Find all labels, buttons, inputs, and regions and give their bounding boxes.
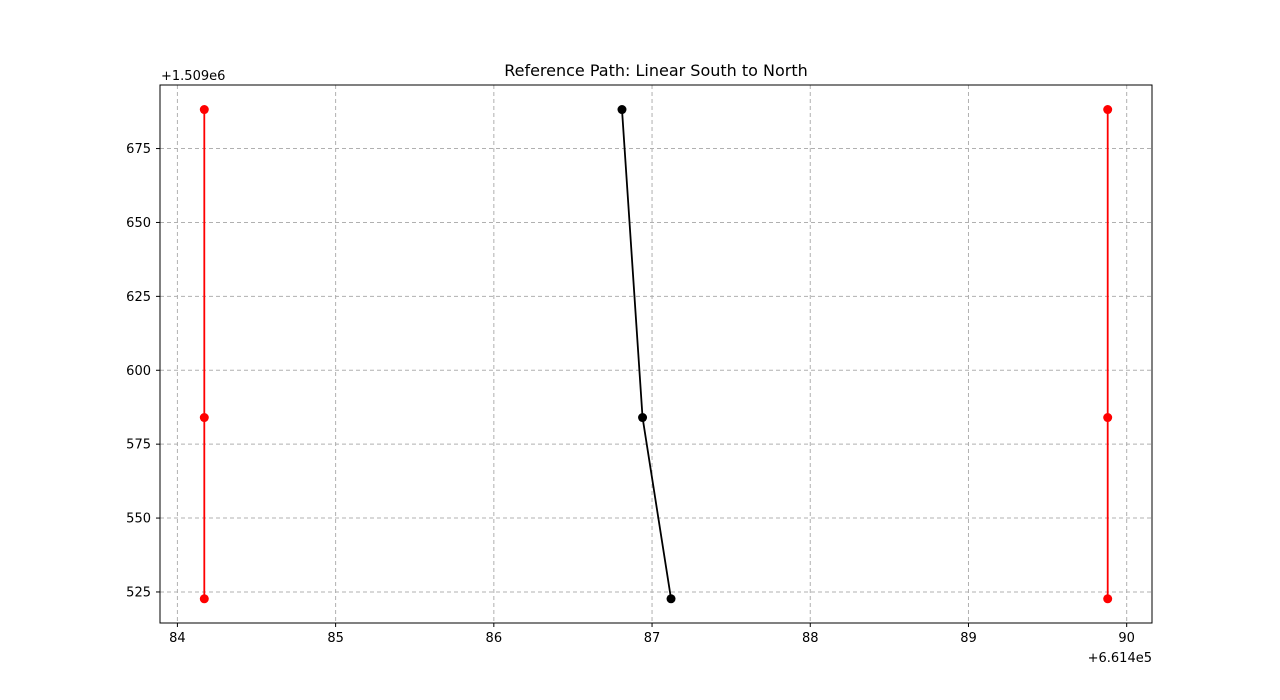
series-group (199, 105, 1113, 604)
chart-title: Reference Path: Linear South to North (504, 61, 808, 80)
x-tick-label: 87 (644, 631, 661, 646)
plot-area-frame (159, 84, 1153, 624)
y-tick-label: 600 (126, 364, 151, 379)
reference-path-point (617, 105, 627, 115)
y-tick-label: 625 (126, 290, 151, 305)
x-tick-label: 86 (486, 631, 503, 646)
y-tick-label: 650 (126, 216, 151, 231)
series-right-boundary (1103, 105, 1113, 604)
right-boundary-point (1103, 594, 1113, 604)
y-tick-label: 575 (126, 438, 151, 453)
reference-path-point (666, 594, 676, 604)
right-boundary-point (1103, 105, 1113, 115)
left-boundary-point (199, 413, 209, 423)
y-tick-label: 550 (126, 512, 151, 527)
x-tick-label: 84 (169, 631, 186, 646)
series-left-boundary (199, 105, 209, 604)
y-offset-label: +1.509e6 (161, 69, 225, 84)
x-tick-label: 89 (960, 631, 977, 646)
y-tick-label: 525 (126, 585, 151, 600)
axis-ticks: 84 85 86 87 88 89 90 525 550 575 600 625 650 675 (126, 142, 1135, 646)
x-tick-label: 90 (1118, 631, 1135, 646)
series-reference-path (617, 105, 676, 604)
grid (160, 85, 1152, 623)
reference-path-point (638, 413, 648, 423)
left-boundary-point (199, 105, 209, 115)
right-boundary-point (1103, 413, 1113, 423)
x-tick-label: 85 (327, 631, 344, 646)
left-boundary-point (199, 594, 209, 604)
y-tick-label: 675 (126, 142, 151, 157)
x-tick-label: 88 (802, 631, 819, 646)
x-offset-label: +6.614e5 (1088, 651, 1152, 666)
